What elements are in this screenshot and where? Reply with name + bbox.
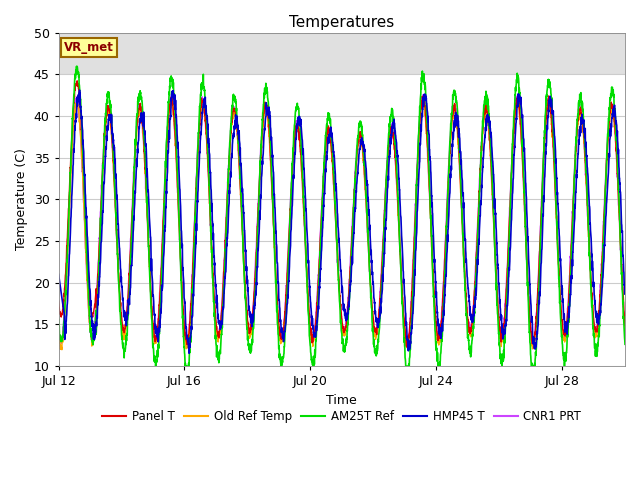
Text: VR_met: VR_met [64, 41, 114, 54]
X-axis label: Time: Time [326, 394, 357, 407]
Title: Temperatures: Temperatures [289, 15, 394, 30]
Bar [59, 33, 625, 74]
Legend: Panel T, Old Ref Temp, AM25T Ref, HMP45 T, CNR1 PRT: Panel T, Old Ref Temp, AM25T Ref, HMP45 … [97, 405, 586, 428]
Y-axis label: Temperature (C): Temperature (C) [15, 148, 28, 250]
